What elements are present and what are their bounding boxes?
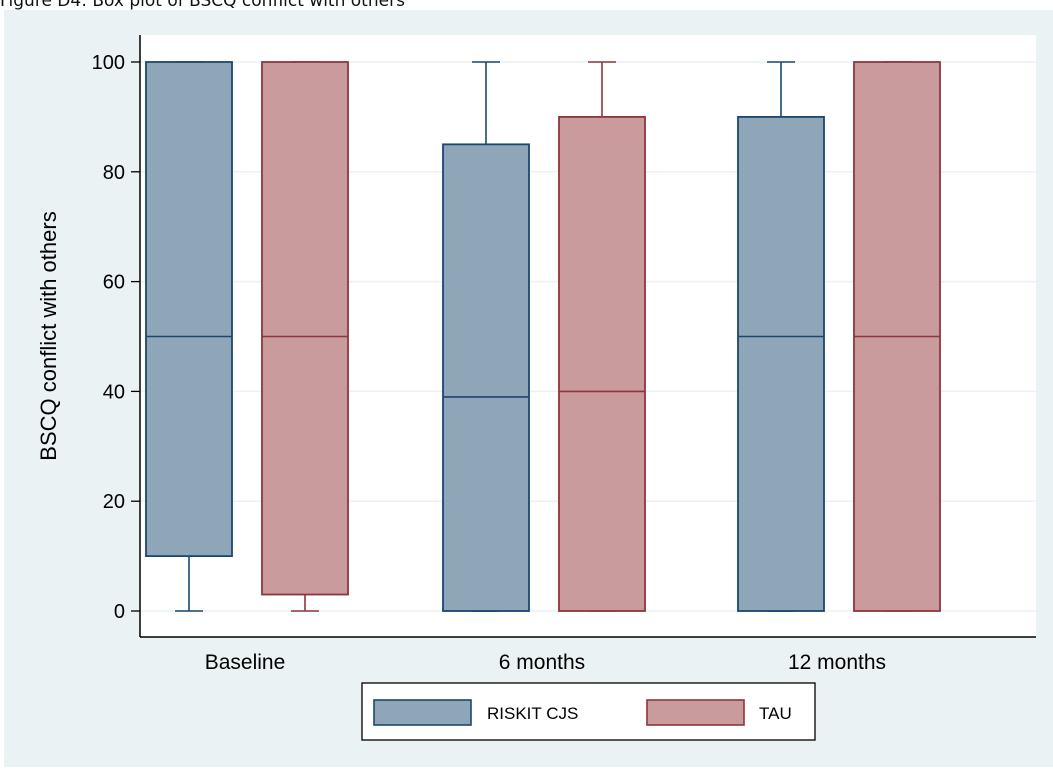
y-tick-label: 0 — [114, 601, 125, 623]
legend-label-riskit-cjs: RISKIT CJS — [487, 704, 578, 723]
box-body — [145, 61, 233, 558]
box-body — [442, 143, 530, 612]
box-0-0 — [145, 61, 233, 612]
x-tick-label: 6 months — [499, 651, 585, 674]
y-tick-label: 80 — [103, 162, 125, 184]
box-2-1 — [853, 61, 941, 612]
box-body — [261, 61, 349, 596]
y-tick-label: 40 — [103, 381, 125, 403]
legend-label-tau: TAU — [759, 704, 792, 723]
legend: RISKIT CJS TAU — [361, 682, 816, 741]
legend-swatch-riskit-cjs — [373, 699, 472, 726]
figure-caption: Figure D4: Box plot of BSCQ conflict wit… — [0, 0, 405, 11]
x-tick-label: Baseline — [205, 651, 286, 674]
box-0-1 — [261, 61, 349, 612]
box-2-0 — [737, 61, 825, 612]
box-body — [737, 116, 825, 612]
box-plot-chart: 0 20 40 60 80 100 Baseline 6 months 12 months B… — [4, 10, 1053, 767]
box-1-0 — [442, 61, 530, 612]
y-tick-label: 100 — [92, 52, 125, 74]
y-ticks: 0 20 40 60 80 100 — [92, 52, 140, 623]
box-body — [558, 116, 646, 612]
axes — [139, 35, 1036, 638]
chart-panel: 0 20 40 60 80 100 Baseline 6 months 12 months B… — [4, 10, 1053, 767]
y-tick-label: 60 — [103, 272, 125, 294]
y-axis-label: BSCQ conflict with others — [36, 211, 61, 460]
box-1-1 — [558, 61, 646, 612]
x-ticks: Baseline 6 months 12 months — [205, 651, 886, 674]
x-tick-label: 12 months — [788, 651, 886, 674]
boxes — [145, 61, 941, 612]
y-tick-label: 20 — [103, 491, 125, 513]
legend-swatch-tau — [646, 699, 745, 726]
